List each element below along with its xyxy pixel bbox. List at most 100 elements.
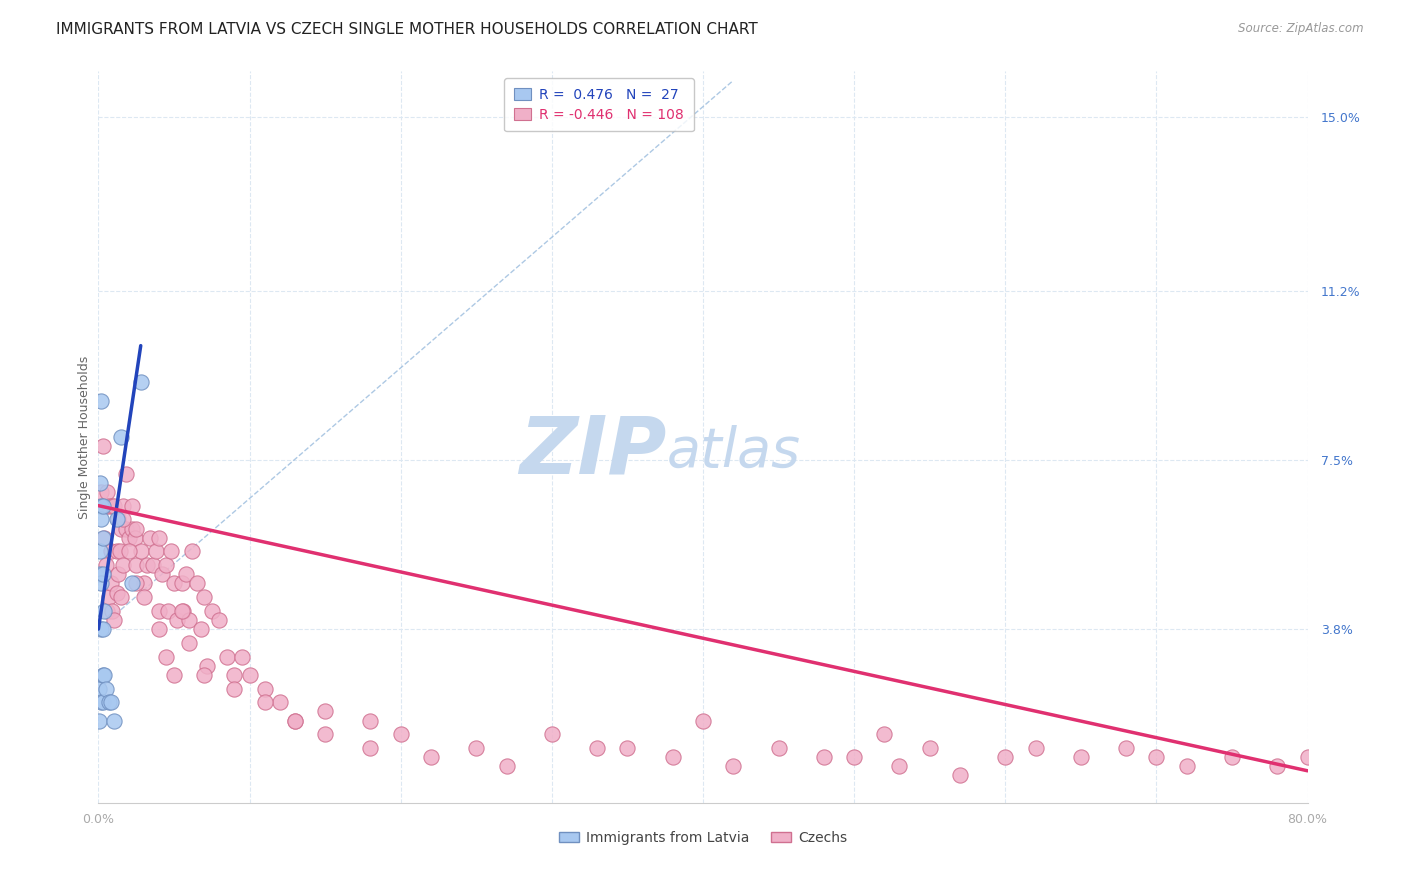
Point — [125, 576, 148, 591]
Point — [1296, 750, 1319, 764]
Point — [231, 649, 253, 664]
Point — [949, 768, 972, 782]
Point — [103, 499, 125, 513]
Point — [889, 759, 911, 773]
Point — [89, 475, 111, 490]
Point — [1175, 759, 1198, 773]
Point — [89, 544, 111, 558]
Point — [661, 750, 683, 764]
Point — [125, 558, 148, 573]
Point — [193, 590, 215, 604]
Point — [90, 622, 112, 636]
Point — [103, 613, 125, 627]
Point — [239, 667, 262, 681]
Point — [93, 531, 115, 545]
Point — [93, 667, 115, 681]
Point — [110, 521, 132, 535]
Point — [148, 622, 170, 636]
Point — [195, 658, 218, 673]
Point — [389, 727, 412, 741]
Point — [91, 439, 114, 453]
Point — [540, 727, 562, 741]
Point — [90, 512, 112, 526]
Point — [844, 750, 866, 764]
Point — [193, 667, 215, 681]
Point — [107, 567, 129, 582]
Point — [918, 740, 941, 755]
Point — [1220, 750, 1243, 764]
Point — [616, 740, 638, 755]
Point — [90, 393, 112, 408]
Point — [314, 727, 336, 741]
Point — [91, 567, 114, 582]
Point — [360, 714, 382, 728]
Point — [90, 576, 112, 591]
Point — [105, 544, 128, 558]
Point — [111, 499, 134, 513]
Point — [114, 467, 136, 481]
Text: ZIP: ZIP — [519, 413, 666, 491]
Point — [269, 695, 291, 709]
Point — [98, 590, 121, 604]
Point — [96, 604, 118, 618]
Point — [166, 613, 188, 627]
Point — [181, 544, 204, 558]
Point — [100, 695, 122, 709]
Point — [103, 714, 125, 728]
Point — [89, 567, 111, 582]
Text: IMMIGRANTS FROM LATVIA VS CZECH SINGLE MOTHER HOUSEHOLDS CORRELATION CHART: IMMIGRANTS FROM LATVIA VS CZECH SINGLE M… — [56, 22, 758, 37]
Point — [107, 512, 129, 526]
Point — [723, 759, 745, 773]
Point — [179, 636, 201, 650]
Point — [118, 544, 141, 558]
Point — [314, 705, 336, 719]
Point — [360, 740, 382, 755]
Point — [93, 499, 115, 513]
Point — [163, 576, 186, 591]
Point — [98, 695, 121, 709]
Point — [163, 667, 186, 681]
Point — [155, 558, 177, 573]
Point — [186, 576, 208, 591]
Point — [111, 558, 134, 573]
Point — [121, 576, 143, 591]
Point — [142, 558, 165, 573]
Point — [215, 649, 238, 664]
Point — [208, 613, 231, 627]
Point — [139, 531, 162, 545]
Point — [90, 485, 112, 500]
Point — [135, 558, 157, 573]
Point — [1267, 759, 1289, 773]
Point — [465, 740, 488, 755]
Point — [94, 499, 117, 513]
Point — [114, 521, 136, 535]
Point — [108, 544, 131, 558]
Point — [101, 499, 124, 513]
Point — [96, 485, 118, 500]
Point — [284, 714, 307, 728]
Point — [156, 604, 179, 618]
Point — [150, 567, 173, 582]
Point — [101, 604, 124, 618]
Point — [94, 558, 117, 573]
Point — [813, 750, 835, 764]
Point — [129, 376, 152, 390]
Point — [586, 740, 609, 755]
Point — [201, 604, 224, 618]
Point — [100, 576, 122, 591]
Point — [1024, 740, 1046, 755]
Y-axis label: Single Mother Households: Single Mother Households — [79, 355, 91, 519]
Point — [118, 531, 141, 545]
Point — [190, 622, 212, 636]
Point — [170, 604, 193, 618]
Point — [160, 544, 183, 558]
Point — [98, 499, 121, 513]
Point — [224, 667, 246, 681]
Point — [179, 613, 201, 627]
Point — [93, 604, 115, 618]
Point — [91, 622, 114, 636]
Point — [91, 531, 114, 545]
Point — [124, 531, 146, 545]
Point — [110, 590, 132, 604]
Point — [111, 512, 134, 526]
